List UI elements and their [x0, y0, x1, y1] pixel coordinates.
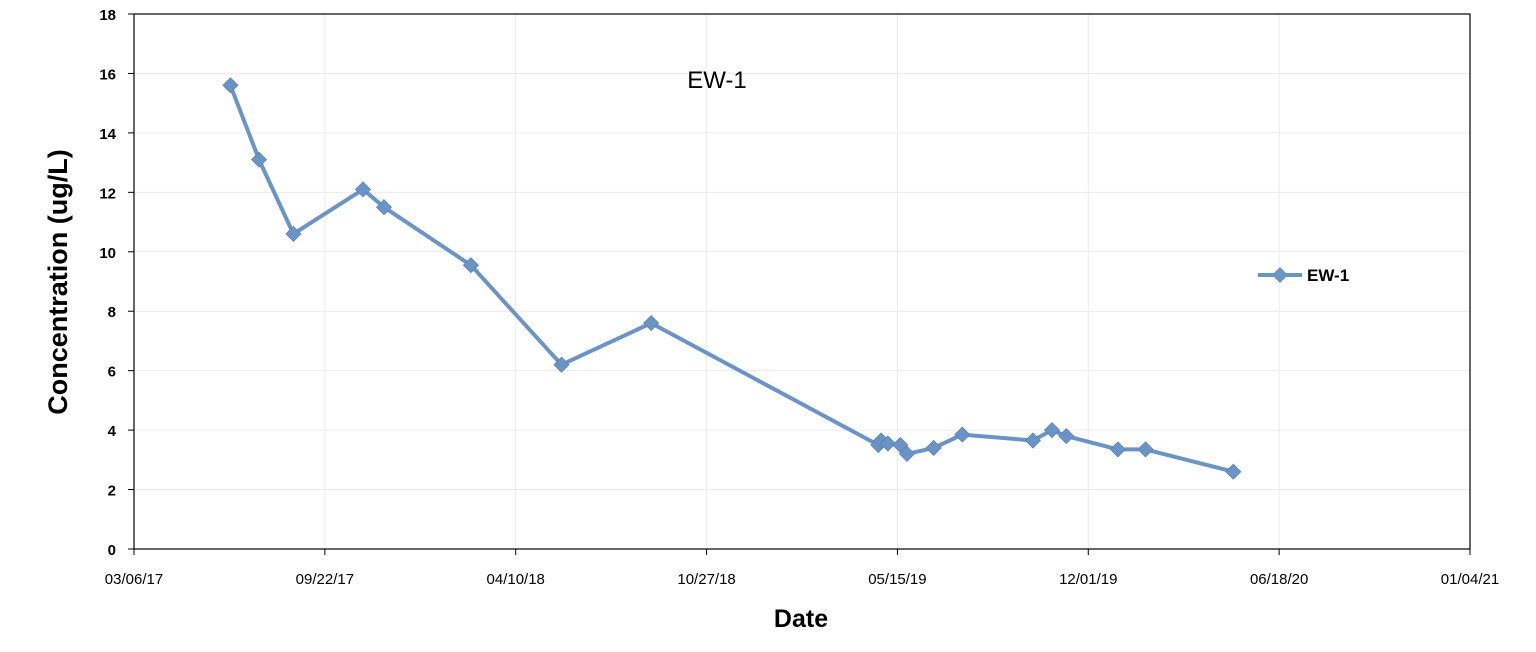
plot-area-frame: [133, 13, 1471, 550]
chart-title: EW-1: [687, 67, 747, 94]
y-tick-label: 2: [108, 483, 116, 500]
y-tick-label: 10: [99, 245, 116, 262]
data-point: [354, 181, 372, 198]
x-tick-label: 09/22/17: [296, 571, 354, 588]
x-axis-ticks: 03/06/17 09/22/17 04/10/18 10/27/18 05/15/19…: [105, 549, 1499, 588]
x-tick-label: 01/04/21: [1441, 571, 1499, 588]
y-tick-label: 18: [99, 7, 116, 24]
y-tick-label: 0: [108, 542, 116, 559]
y-tick-label: 14: [99, 126, 116, 143]
y-tick-label: 4: [108, 423, 117, 440]
x-tick-label: 10/27/18: [677, 571, 735, 588]
x-tick-label: 03/06/17: [105, 571, 163, 588]
y-axis-title: Concentration (ug/L): [43, 149, 73, 414]
grid: [134, 14, 1470, 549]
data-point: [643, 315, 660, 332]
x-axis-title: Date: [774, 605, 828, 633]
data-point: [1043, 422, 1061, 439]
legend-label-ew-1: EW-1: [1307, 266, 1349, 285]
data-point: [892, 436, 909, 454]
y-tick-label: 8: [108, 304, 116, 321]
series-layer: [222, 77, 1242, 480]
data-point: [462, 257, 479, 274]
y-axis-ticks: 0 2 4 6 8 10 12 14 16 18: [99, 7, 134, 559]
data-point: [1225, 463, 1242, 480]
data-point: [553, 356, 570, 373]
y-tick-label: 16: [99, 66, 116, 83]
data-point: [250, 151, 268, 168]
legend-marker-ew-1: [1272, 267, 1288, 283]
series-line-ew-1: [228, 84, 1234, 474]
data-point: [375, 199, 393, 216]
data-point: [898, 445, 916, 462]
x-tick-label: 05/15/19: [868, 571, 926, 588]
data-point: [954, 426, 971, 443]
axes: [133, 13, 1471, 550]
data-point: [1109, 441, 1126, 458]
data-point: [925, 439, 942, 456]
data-point: [1137, 441, 1154, 458]
data-point: [285, 225, 302, 242]
data-point: [222, 77, 239, 94]
legend: EW-1: [1258, 266, 1349, 285]
data-point: [1024, 432, 1041, 449]
x-tick-label: 12/01/19: [1059, 571, 1117, 588]
data-point: [879, 435, 896, 452]
y-tick-label: 12: [99, 185, 116, 202]
x-tick-label: 06/18/20: [1250, 571, 1308, 588]
y-tick-label: 6: [108, 364, 116, 381]
data-point: [1058, 428, 1075, 445]
x-tick-label: 04/10/18: [487, 571, 545, 588]
